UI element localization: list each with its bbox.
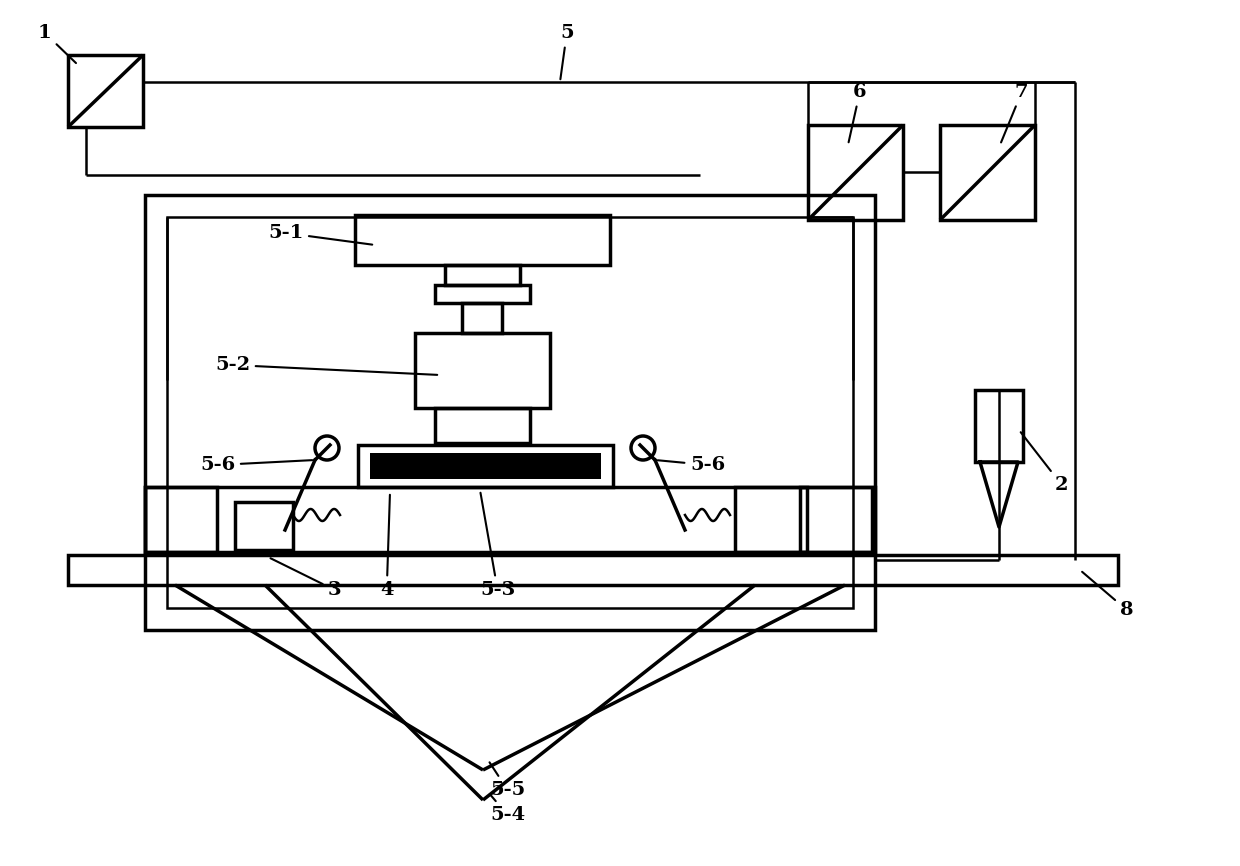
Bar (415, 333, 551, 408)
Bar (68, 55, 143, 127)
Text: 6: 6 (848, 83, 867, 142)
Bar (975, 390, 1023, 462)
Text: 5-6: 5-6 (200, 456, 312, 474)
Bar (370, 453, 601, 479)
Text: 3: 3 (270, 559, 342, 599)
Bar (358, 445, 613, 487)
Bar (355, 215, 610, 265)
Bar (145, 195, 875, 630)
Text: 4: 4 (379, 494, 393, 599)
Bar (145, 487, 875, 552)
Text: 5-2: 5-2 (215, 356, 438, 375)
Bar (800, 487, 872, 552)
Text: 7: 7 (1001, 83, 1028, 142)
Bar (435, 408, 529, 443)
Bar (445, 265, 520, 285)
Bar (940, 125, 1035, 220)
Bar (808, 125, 903, 220)
Text: 5-6: 5-6 (657, 456, 725, 474)
Bar (145, 487, 217, 552)
Text: 5-1: 5-1 (268, 224, 372, 244)
Text: 5-5: 5-5 (490, 762, 526, 799)
Text: 5-4: 5-4 (490, 794, 525, 824)
Bar (463, 303, 502, 333)
Text: 5-3: 5-3 (480, 493, 516, 599)
Text: 2: 2 (1021, 432, 1069, 494)
Text: 5: 5 (560, 24, 574, 80)
Bar (167, 217, 853, 608)
Text: 8: 8 (1083, 572, 1133, 619)
Bar (236, 502, 293, 550)
Bar (735, 487, 807, 552)
Bar (435, 285, 529, 303)
Bar (68, 555, 1118, 585)
Text: 1: 1 (38, 24, 76, 63)
